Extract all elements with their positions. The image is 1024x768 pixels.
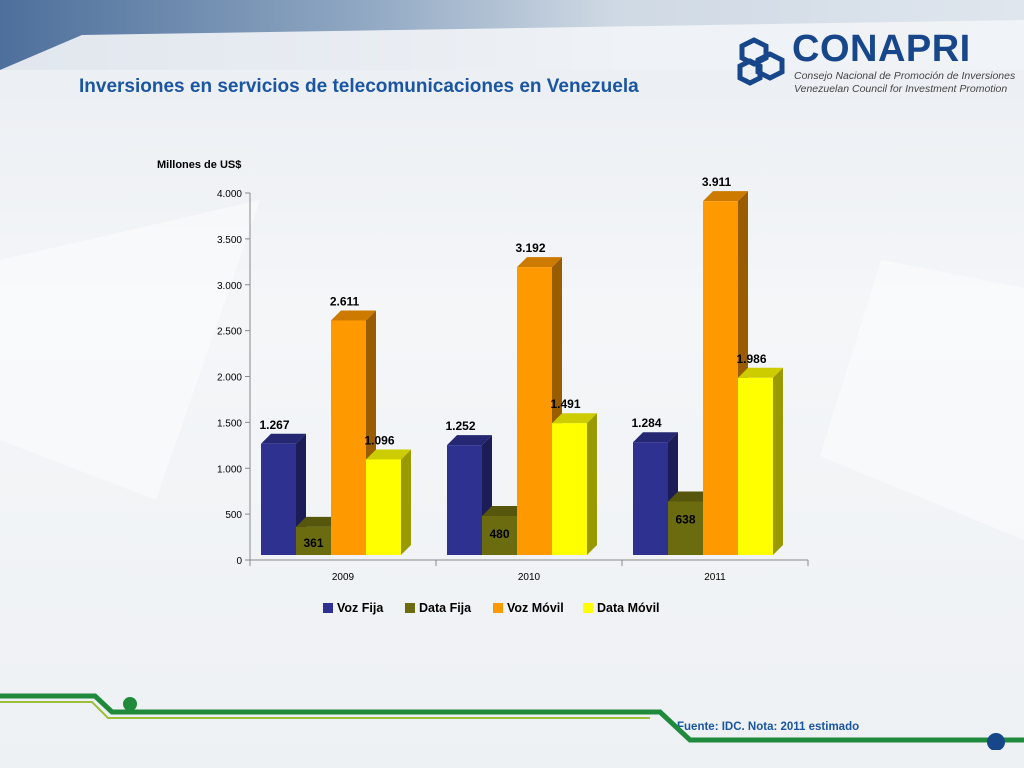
data-label: 3.911 bbox=[702, 175, 732, 189]
footer-dot bbox=[987, 733, 1005, 750]
y-axis-label: Millones de US$ bbox=[157, 159, 241, 171]
background-shape bbox=[820, 260, 1024, 540]
legend-swatch bbox=[493, 603, 503, 613]
bar-top bbox=[366, 449, 411, 460]
y-tick-label: 3.000 bbox=[217, 281, 242, 292]
y-tick-label: 1.000 bbox=[217, 464, 242, 475]
bar-top bbox=[261, 433, 306, 444]
bar-side bbox=[773, 367, 783, 555]
bar-top bbox=[331, 310, 376, 321]
bar-top bbox=[296, 516, 341, 527]
legend-label: Data Móvil bbox=[597, 601, 660, 615]
bar bbox=[517, 267, 552, 555]
y-tick-label: 4.000 bbox=[217, 189, 242, 200]
bar-top bbox=[552, 413, 597, 424]
y-tick-label: 2.000 bbox=[217, 373, 242, 384]
bar-top bbox=[447, 435, 492, 446]
bar bbox=[447, 445, 482, 555]
bar bbox=[633, 442, 668, 555]
logo-name: CONAPRI bbox=[792, 28, 971, 70]
legend-label: Data Fija bbox=[419, 601, 472, 615]
footer-dot bbox=[123, 697, 137, 711]
data-label: 1.491 bbox=[550, 397, 580, 411]
y-tick-label: 500 bbox=[225, 510, 242, 521]
bar bbox=[366, 459, 401, 555]
data-label: 480 bbox=[489, 527, 509, 541]
logo-subtitle-es: Consejo Nacional de Promoción de Inversi… bbox=[794, 70, 1016, 82]
bar-top bbox=[738, 367, 783, 378]
footer-decoration bbox=[0, 693, 1024, 750]
bar-top bbox=[703, 191, 748, 202]
x-tick-label: 2010 bbox=[518, 572, 541, 583]
x-tick-label: 2011 bbox=[704, 572, 726, 583]
bar-top bbox=[668, 491, 713, 502]
bar-top bbox=[633, 432, 678, 443]
conapri-logo-icon bbox=[737, 37, 785, 86]
bar bbox=[331, 320, 366, 555]
legend-swatch bbox=[405, 603, 415, 613]
legend-swatch bbox=[323, 603, 333, 613]
data-label: 1.096 bbox=[364, 433, 394, 447]
bar-side bbox=[401, 449, 411, 555]
bar bbox=[552, 423, 587, 555]
y-tick-label: 1.500 bbox=[217, 418, 242, 429]
data-label: 1.986 bbox=[736, 352, 766, 366]
bar-side bbox=[587, 413, 597, 555]
bar-chart: Millones de US$ 0 500 1.000 1.500 2.000 2.500… bbox=[157, 159, 809, 615]
legend-label: Voz Móvil bbox=[507, 601, 564, 615]
legend-label: Voz Fija bbox=[337, 601, 384, 615]
data-label: 638 bbox=[675, 512, 695, 526]
source-note: Fuente: IDC. Nota: 2011 estimado bbox=[677, 721, 860, 733]
bar-top bbox=[517, 257, 562, 268]
bar bbox=[261, 443, 296, 555]
data-label: 2.611 bbox=[330, 294, 360, 308]
bar bbox=[482, 515, 517, 555]
bar bbox=[668, 501, 703, 555]
x-tick-label: 2009 bbox=[332, 572, 355, 583]
bar bbox=[738, 377, 773, 555]
bar bbox=[703, 201, 738, 555]
y-tick-label: 2.500 bbox=[217, 327, 242, 338]
conapri-logo: CONAPRI Consejo Nacional de Promoción de… bbox=[734, 28, 1015, 100]
legend-swatch bbox=[583, 603, 593, 613]
y-tick-label: 3.500 bbox=[217, 235, 242, 246]
data-label: 361 bbox=[303, 536, 323, 550]
page-title: Inversiones en servicios de telecomunica… bbox=[79, 76, 639, 97]
y-tick-label: 0 bbox=[236, 556, 242, 567]
bar-top bbox=[482, 505, 527, 516]
logo-subtitle-en: Venezuelan Council for Investment Promot… bbox=[794, 83, 1008, 95]
bar bbox=[296, 526, 331, 555]
data-label: 1.284 bbox=[631, 416, 661, 430]
data-label: 1.252 bbox=[445, 419, 475, 433]
data-label: 3.192 bbox=[515, 241, 545, 255]
data-label: 1.267 bbox=[259, 418, 289, 432]
